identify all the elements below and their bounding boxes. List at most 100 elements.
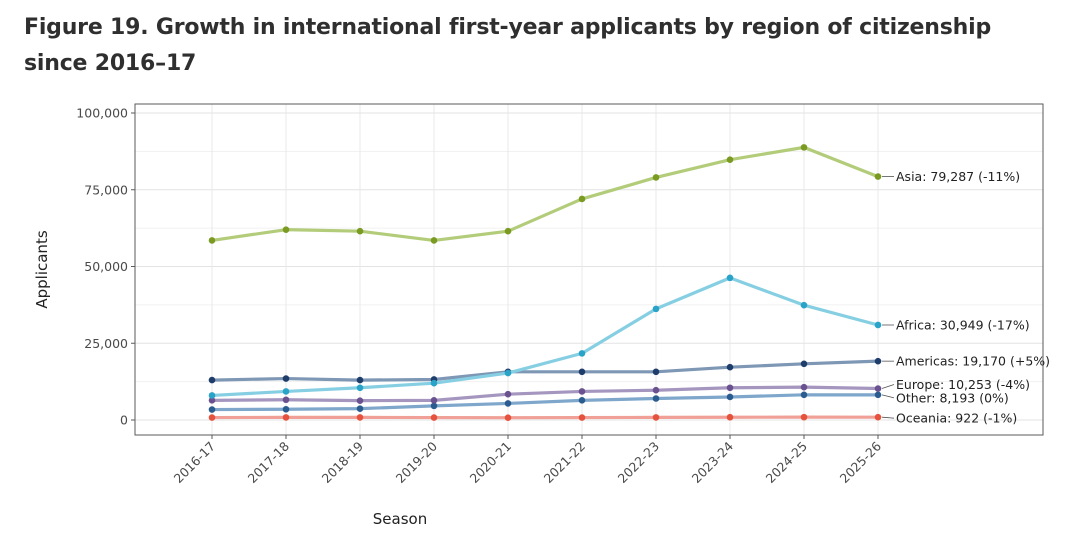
data-point-africa [282, 388, 290, 395]
series-europe [208, 383, 882, 404]
data-point-other [652, 395, 660, 402]
x-tick-label: 2018-19 [319, 438, 367, 486]
x-tick-label: 2024-25 [763, 439, 811, 487]
data-point-africa [874, 321, 882, 329]
series-label-africa: Africa: 30,949 (-17%) [896, 317, 1030, 332]
data-point-americas [208, 376, 216, 384]
y-tick-label: 0 [120, 413, 128, 428]
data-point-europe [504, 390, 512, 398]
data-point-americas [282, 375, 290, 382]
data-point-asia [282, 226, 290, 233]
series-line-americas [210, 359, 880, 382]
series-line-asia [210, 145, 880, 243]
series-line-other [210, 393, 880, 412]
data-point-other [356, 405, 364, 412]
series-label-europe: Europe: 10,253 (-4%) [896, 377, 1030, 392]
data-point-asia [430, 237, 438, 244]
data-point-oceania [208, 414, 216, 421]
data-point-asia [800, 144, 808, 151]
data-point-africa [504, 369, 512, 377]
data-point-asia [208, 237, 216, 244]
series-label-americas: Americas: 19,170 (+5%) [896, 354, 1050, 369]
data-point-oceania [874, 413, 882, 421]
data-point-asia [356, 227, 364, 235]
data-point-oceania [800, 413, 808, 421]
series-africa [208, 274, 882, 399]
data-point-other [504, 400, 512, 407]
data-point-oceania [726, 413, 734, 421]
x-tick-label: 2016-17 [171, 439, 219, 487]
data-point-americas [356, 376, 364, 384]
data-point-europe [652, 386, 660, 394]
data-point-americas [652, 368, 660, 376]
x-tick-label: 2019-20 [393, 438, 441, 486]
data-point-other [208, 406, 216, 413]
figure-title-line-2: since 2016–17 [24, 51, 197, 76]
data-point-europe [800, 383, 808, 391]
series-lines [208, 144, 882, 421]
x-tick-label: 2017-18 [245, 438, 293, 486]
series-label-asia: Asia: 79,287 (-11%) [896, 169, 1020, 184]
series-end-labels: Asia: 79,287 (-11%) Africa: 30,949 (-17%)… [881, 169, 1050, 426]
series-asia [208, 144, 882, 244]
data-point-europe [726, 384, 734, 392]
data-point-other [578, 397, 586, 404]
data-point-oceania [504, 414, 512, 421]
figure-title-line-1: Figure 19. Growth in international first… [24, 15, 991, 40]
leader-line-oceania [881, 416, 895, 419]
data-point-africa [208, 392, 216, 399]
data-point-africa [356, 384, 364, 392]
data-point-africa [726, 274, 734, 282]
data-point-asia [578, 195, 586, 203]
data-point-europe [356, 397, 364, 404]
y-tick-label: 25,000 [84, 336, 128, 351]
data-point-americas [578, 368, 586, 376]
y-tick-label: 75,000 [84, 182, 128, 197]
data-point-other [874, 391, 882, 399]
x-tick-label: 2025-26 [837, 438, 885, 486]
data-point-oceania [652, 414, 660, 421]
data-point-asia [874, 173, 882, 180]
x-axis: 2016-17 2017-18 2018-19 2019-20 2020-21 2021-… [171, 435, 885, 487]
y-tick-label: 50,000 [84, 259, 128, 274]
y-axis-title: Applicants [33, 230, 51, 308]
leader-line-other [881, 394, 895, 399]
data-point-africa [652, 305, 660, 313]
series-line-europe [210, 385, 880, 403]
data-point-other [800, 391, 808, 399]
data-point-oceania [282, 414, 290, 421]
x-axis-title: Season [373, 510, 427, 528]
data-point-africa [800, 301, 808, 309]
data-point-europe [578, 388, 586, 395]
x-tick-label: 2022-23 [615, 439, 663, 487]
data-point-oceania [578, 414, 586, 421]
data-point-other [726, 393, 734, 401]
data-point-americas [726, 363, 734, 371]
data-point-africa [578, 350, 586, 357]
data-point-europe [282, 396, 290, 404]
data-point-other [282, 405, 290, 413]
data-point-americas [874, 357, 882, 365]
data-point-asia [726, 156, 734, 163]
series-oceania [208, 413, 882, 421]
leader-line-europe [881, 384, 895, 389]
data-point-europe [208, 397, 216, 404]
y-axis: 0 25,000 50,000 75,000 100,000 [76, 106, 135, 428]
y-tick-label: 100,000 [76, 106, 128, 121]
data-point-oceania [356, 414, 364, 421]
data-point-asia [504, 227, 512, 235]
data-point-africa [430, 379, 438, 387]
x-tick-label: 2021-22 [541, 439, 589, 487]
series-line-oceania [210, 415, 880, 420]
data-point-asia [652, 174, 660, 181]
series-label-oceania: Oceania: 922 (-1%) [896, 411, 1017, 426]
series-line-africa [210, 276, 880, 398]
data-point-oceania [430, 414, 438, 421]
x-tick-label: 2020-21 [467, 439, 515, 487]
data-point-europe [430, 397, 438, 404]
data-point-other [430, 402, 438, 410]
x-tick-label: 2023-24 [689, 438, 737, 486]
data-point-europe [874, 385, 882, 392]
series-label-other: Other: 8,193 (0%) [896, 390, 1009, 405]
